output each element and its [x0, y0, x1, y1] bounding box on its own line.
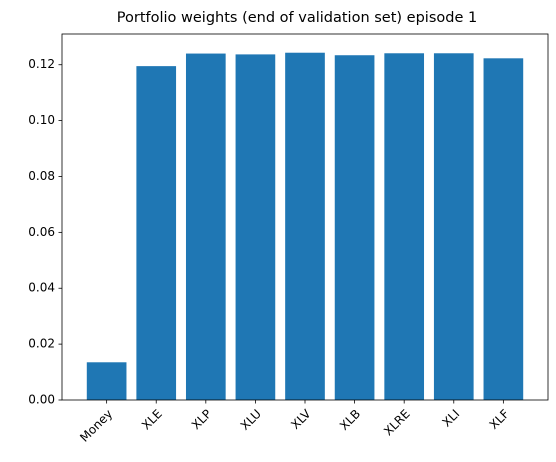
x-axis: Money XLE XLP XLU XLV XLB XLRE XLI XLF	[77, 400, 512, 445]
x-tick-label: XLRE	[381, 407, 413, 439]
y-tick-label: 0.10	[28, 113, 55, 127]
x-tick-label: XLE	[139, 407, 165, 433]
x-tick-label: XLF	[487, 407, 512, 432]
bar-xlu	[235, 54, 276, 401]
bars-group	[86, 52, 524, 401]
x-tick-label: XLU	[238, 407, 264, 433]
y-tick-label: 0.08	[28, 169, 55, 183]
bar-xlb	[334, 55, 375, 401]
bar-xli	[433, 53, 474, 400]
x-tick-label: XLB	[337, 407, 363, 433]
y-axis: 0.00 0.02 0.04 0.06 0.08 0.10 0.12	[28, 57, 62, 407]
bar-xlv	[285, 52, 325, 400]
y-tick-label: 0.00	[28, 393, 55, 407]
y-tick-label: 0.12	[28, 57, 55, 71]
bar-money	[86, 362, 127, 400]
bar-xle	[136, 66, 177, 401]
y-tick-label: 0.02	[28, 337, 55, 351]
x-tick-label: XLP	[189, 407, 215, 433]
y-tick-label: 0.04	[28, 281, 55, 295]
x-tick-label: Money	[77, 407, 115, 445]
x-tick-label: XLI	[439, 407, 462, 430]
x-tick-label: XLV	[288, 406, 314, 432]
bar-xlf	[483, 58, 524, 400]
bar-xlre	[384, 53, 425, 400]
y-tick-label: 0.06	[28, 225, 55, 239]
chart-title: Portfolio weights (end of validation set…	[117, 10, 477, 26]
plot-frame	[61, 33, 549, 401]
bar-xlp	[185, 53, 226, 400]
